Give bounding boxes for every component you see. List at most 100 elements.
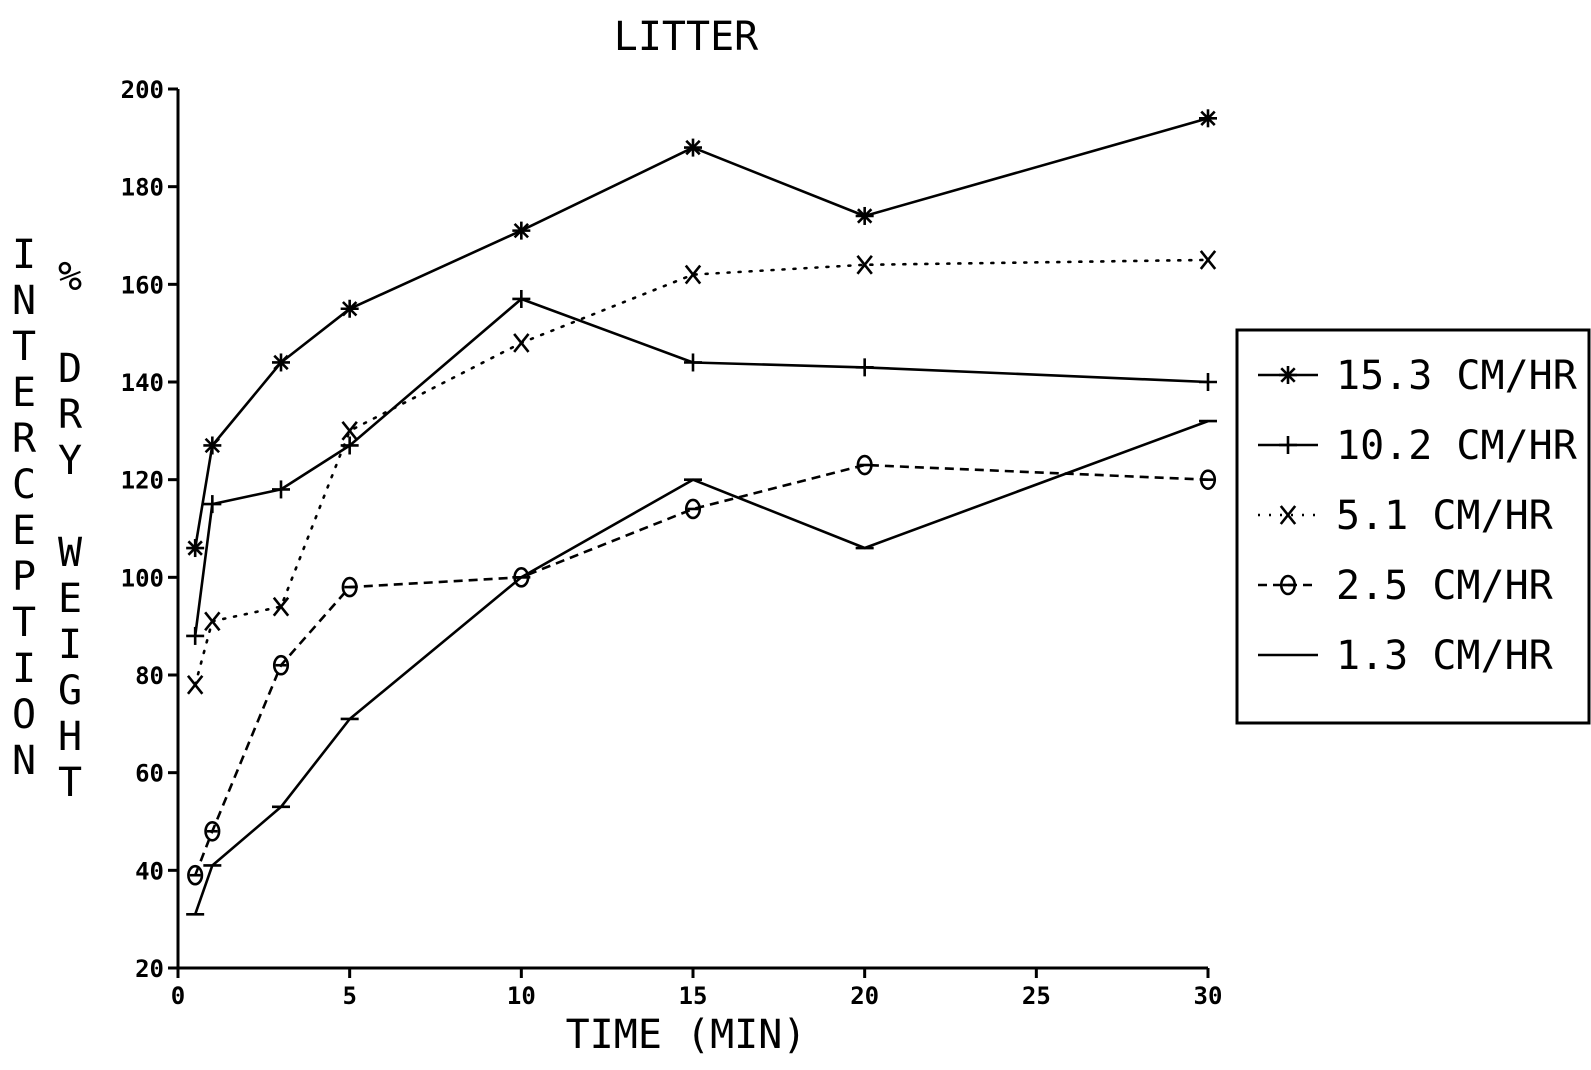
- data-point: [203, 436, 222, 455]
- y-label-letter: D: [58, 346, 82, 392]
- x-tick-label: 25: [1022, 982, 1051, 1010]
- legend-entry: 5.1 CM/HR: [1258, 493, 1554, 539]
- y-tick-label: 140: [121, 369, 164, 397]
- data-point: [204, 611, 221, 632]
- y-label-letter: H: [58, 714, 82, 760]
- data-point: [1279, 436, 1297, 454]
- data-point: [186, 626, 205, 645]
- data-point: [513, 333, 530, 353]
- series-line: [193, 297, 1209, 637]
- legend-entry: 15.3 CM/HR: [1258, 353, 1578, 399]
- data-point: [1279, 505, 1297, 525]
- x-tick-label: 0: [171, 982, 185, 1010]
- legend-label: 1.3 CM/HR: [1336, 633, 1554, 679]
- y-label-letter: E: [58, 576, 82, 622]
- data-point: [684, 498, 702, 520]
- data-point: [1279, 574, 1297, 596]
- data-point: [856, 254, 873, 275]
- data-point: [340, 299, 359, 318]
- data-point: [204, 820, 221, 842]
- legend-entry: 2.5 CM/HR: [1258, 563, 1554, 609]
- y-tick-label: 40: [135, 857, 164, 885]
- legend-label: 15.3 CM/HR: [1336, 353, 1578, 399]
- legend-label: 5.1 CM/HR: [1336, 493, 1554, 539]
- y-tick-label: 60: [135, 760, 164, 788]
- data-point: [272, 480, 290, 499]
- axes: [176, 89, 1208, 970]
- data-point: [684, 264, 702, 285]
- data-point: [1199, 469, 1217, 490]
- y-label-letter: %: [58, 254, 82, 300]
- data-point: [341, 576, 358, 598]
- legend-entry: 10.2 CM/HR: [1258, 423, 1578, 469]
- y-tick-label: 160: [121, 271, 164, 299]
- y-label-letter: I: [12, 646, 36, 692]
- y-label-letter: N: [12, 738, 36, 784]
- x-tick-label: 20: [850, 982, 879, 1010]
- legend-label: 10.2 CM/HR: [1336, 423, 1578, 469]
- data-point: [1199, 373, 1217, 391]
- series-line: [193, 258, 1210, 687]
- y-label-letter: E: [12, 370, 36, 416]
- data-point: [1279, 366, 1297, 384]
- x-axis-label: TIME (MIN): [566, 1012, 807, 1058]
- data-point: [341, 421, 358, 441]
- x-axis-ticks: 0 5 10 15 20 25 30: [171, 968, 1223, 1010]
- chart-title: LITTER: [614, 14, 759, 60]
- y-label-letter: W: [58, 530, 83, 576]
- series-1-3-cm-hr: [186, 419, 1217, 916]
- series-line: [193, 419, 1209, 915]
- data-point: [272, 353, 290, 372]
- y-label-letter: R: [58, 392, 83, 438]
- y-label-letter: I: [58, 622, 82, 668]
- series-line: [193, 463, 1209, 876]
- x-tick-label: 15: [679, 982, 708, 1010]
- y-tick-label: 180: [121, 174, 164, 202]
- legend-label: 2.5 CM/HR: [1336, 563, 1554, 609]
- data-point: [856, 454, 873, 476]
- y-tick-label: 100: [121, 564, 164, 592]
- legend-entry: 1.3 CM/HR: [1258, 633, 1554, 679]
- x-tick-label: 10: [507, 982, 536, 1010]
- data-point: [855, 358, 874, 377]
- data-point: [855, 206, 874, 225]
- y-tick-label: 200: [121, 76, 164, 104]
- data-point: [512, 289, 531, 308]
- y-label-letter: O: [12, 692, 36, 738]
- x-tick-label: 30: [1194, 982, 1223, 1010]
- data-point: [186, 674, 204, 695]
- y-label-letter: N: [12, 278, 36, 324]
- y-label-letter: Y: [58, 438, 82, 484]
- data-point: [512, 221, 531, 240]
- y-label-letter: C: [12, 462, 36, 508]
- series-10-2-cm-hr: [186, 289, 1217, 645]
- y-label-letter: I: [12, 232, 36, 278]
- y-label-letter: T: [12, 324, 36, 370]
- data-point: [684, 138, 702, 157]
- data-point: [684, 353, 702, 372]
- y-axis-ticks: 20 40 60 80 100 120 140 160 180 200: [121, 76, 178, 983]
- data-point: [203, 495, 222, 514]
- data-point: [272, 596, 290, 617]
- y-label-letter: P: [12, 554, 36, 600]
- legend: 15.3 CM/HR 10.2 CM/HR 5.1 CM/HR 2.5 CM/HR 1.…: [1235, 328, 1591, 725]
- legend-box: [1235, 328, 1591, 725]
- y-tick-label: 80: [135, 662, 164, 690]
- y-label-letter: E: [12, 508, 36, 554]
- series-15-3-cm-hr: [186, 109, 1217, 558]
- y-label-letter: T: [58, 760, 82, 806]
- y-label-letter: G: [58, 668, 82, 714]
- series-line: [193, 117, 1209, 549]
- series-2-5-cm-hr: [187, 454, 1217, 886]
- data-point: [186, 539, 205, 558]
- y-label-letter: R: [12, 416, 37, 462]
- data-point: [1199, 250, 1217, 270]
- data-point: [187, 864, 204, 886]
- y-label-letter: T: [12, 600, 36, 646]
- y-tick-label: 120: [121, 467, 164, 495]
- x-tick-label: 5: [342, 982, 356, 1010]
- data-point: [272, 654, 290, 676]
- series-5-1-cm-hr: [186, 250, 1217, 695]
